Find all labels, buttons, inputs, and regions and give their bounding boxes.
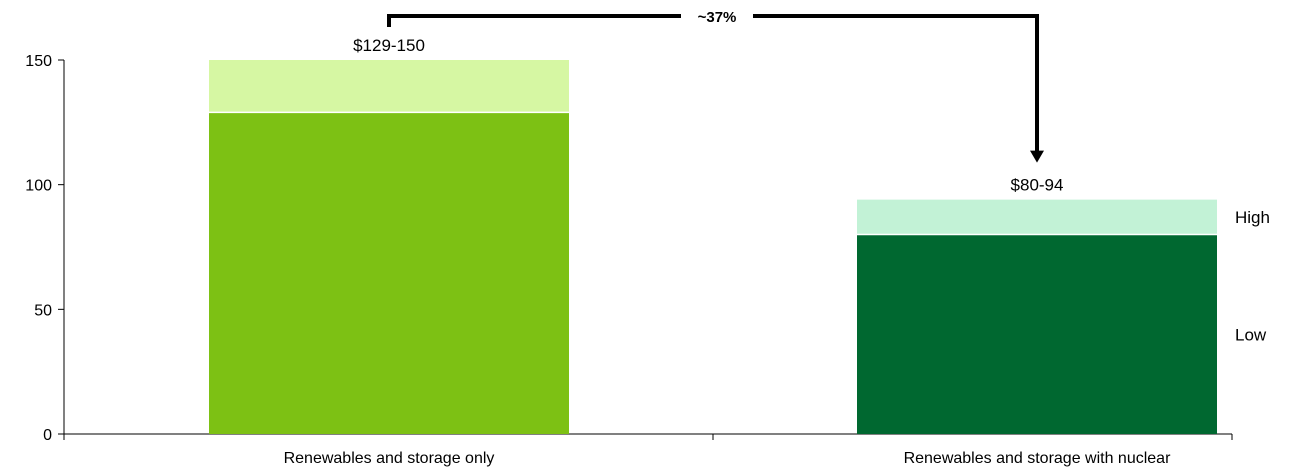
delta-annotation: ~37%: [387, 4, 1044, 163]
delta-label: ~37%: [698, 9, 737, 26]
bar-segment-high: [857, 199, 1217, 235]
delta-arrowhead: [1030, 150, 1044, 163]
y-axis: 0 50 100 150: [25, 53, 65, 444]
bar-segment-high: [209, 60, 569, 113]
bar-total-label: $129-150: [353, 36, 425, 55]
bar-segment-low: [857, 234, 1217, 434]
legend: Low High: [1235, 208, 1270, 344]
y-tick-label: 150: [25, 53, 52, 70]
delta-label-background: [681, 4, 753, 28]
legend-item-low: Low: [1235, 325, 1267, 344]
y-tick-label: 0: [43, 427, 52, 444]
data-labels: $129-150 $80-94: [353, 36, 1063, 195]
y-tick-label: 100: [25, 178, 52, 195]
bars: [209, 60, 1217, 435]
legend-item-high: High: [1235, 208, 1270, 227]
x-category-label: Renewables and storage only: [284, 450, 495, 467]
y-tick-label: 50: [34, 302, 52, 319]
bar-total-label: $80-94: [1011, 176, 1064, 195]
x-category-label: Renewables and storage with nuclear: [904, 450, 1172, 467]
x-axis: Renewables and storage only Renewables an…: [63, 433, 1233, 467]
bar-segment-low: [209, 112, 569, 435]
